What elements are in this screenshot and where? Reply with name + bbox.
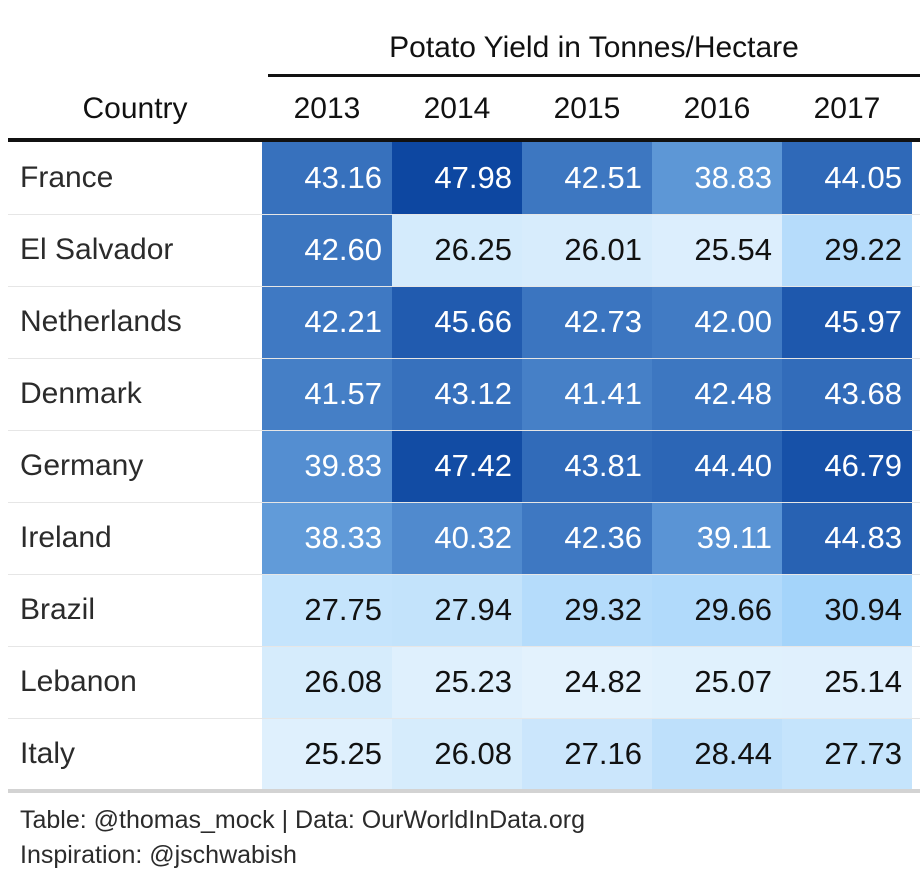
row-separator bbox=[8, 574, 920, 575]
table-row: Netherlands 42.21 45.66 42.73 42.00 45.97 bbox=[8, 286, 920, 358]
table-row: Italy 25.25 26.08 27.16 28.44 27.73 bbox=[8, 718, 920, 790]
data-cell: 38.83 bbox=[652, 142, 782, 214]
row-header-label: Country bbox=[82, 92, 188, 125]
data-cell: 44.83 bbox=[782, 502, 912, 574]
data-cell: 25.07 bbox=[652, 646, 782, 718]
table-row: Germany 39.83 47.42 43.81 44.40 46.79 bbox=[8, 430, 920, 502]
row-label: Denmark bbox=[20, 377, 142, 410]
data-cell: 27.94 bbox=[392, 574, 522, 646]
data-cell: 42.21 bbox=[262, 286, 392, 358]
header-rule bbox=[8, 138, 920, 142]
row-label: France bbox=[20, 161, 114, 194]
column-header-2014: 2014 bbox=[423, 92, 491, 125]
row-separator bbox=[8, 430, 920, 431]
row-label: Italy bbox=[20, 737, 76, 770]
data-cell: 41.41 bbox=[522, 358, 652, 430]
data-cell: 25.14 bbox=[782, 646, 912, 718]
data-cell: 42.48 bbox=[652, 358, 782, 430]
data-cell: 44.05 bbox=[782, 142, 912, 214]
row-separator bbox=[8, 718, 920, 719]
row-separator bbox=[8, 214, 920, 215]
data-cell: 29.32 bbox=[522, 574, 652, 646]
row-separator bbox=[8, 646, 920, 647]
data-cell: 43.12 bbox=[392, 358, 522, 430]
data-cell: 41.57 bbox=[262, 358, 392, 430]
spanner-label: Potato Yield in Tonnes/Hectare bbox=[389, 31, 799, 64]
data-cell: 47.42 bbox=[392, 430, 522, 502]
column-header-2013: 2013 bbox=[293, 92, 361, 125]
data-cell: 42.36 bbox=[522, 502, 652, 574]
data-cell: 27.73 bbox=[782, 718, 912, 790]
column-header-2015: 2015 bbox=[553, 92, 621, 125]
data-cell: 45.97 bbox=[782, 286, 912, 358]
row-label: Brazil bbox=[20, 593, 96, 626]
row-label: Ireland bbox=[20, 521, 112, 554]
table-row: Brazil 27.75 27.94 29.32 29.66 30.94 bbox=[8, 574, 920, 646]
data-cell: 25.23 bbox=[392, 646, 522, 718]
source-note-line-1: Table: @thomas_mock | Data: OurWorldInDa… bbox=[20, 806, 585, 834]
data-cell: 30.94 bbox=[782, 574, 912, 646]
data-cell: 42.60 bbox=[262, 214, 392, 286]
data-cell: 26.25 bbox=[392, 214, 522, 286]
data-cell: 25.54 bbox=[652, 214, 782, 286]
row-label: Netherlands bbox=[20, 305, 182, 338]
row-label: Germany bbox=[20, 449, 144, 482]
data-cell: 43.68 bbox=[782, 358, 912, 430]
bottom-rule bbox=[8, 789, 920, 793]
table-row: Ireland 38.33 40.32 42.36 39.11 44.83 bbox=[8, 502, 920, 574]
table-row: El Salvador 42.60 26.25 26.01 25.54 29.22 bbox=[8, 214, 920, 286]
data-cell: 25.25 bbox=[262, 718, 392, 790]
data-cell: 38.33 bbox=[262, 502, 392, 574]
data-cell: 24.82 bbox=[522, 646, 652, 718]
data-cell: 29.66 bbox=[652, 574, 782, 646]
row-label: Lebanon bbox=[20, 665, 137, 698]
table-row: France 43.16 47.98 42.51 38.83 44.05 bbox=[8, 142, 920, 214]
data-cell: 42.00 bbox=[652, 286, 782, 358]
data-cell: 45.66 bbox=[392, 286, 522, 358]
data-cell: 47.98 bbox=[392, 142, 522, 214]
column-header-2017: 2017 bbox=[813, 92, 881, 125]
data-cell: 28.44 bbox=[652, 718, 782, 790]
row-separator bbox=[8, 286, 920, 287]
data-cell: 42.51 bbox=[522, 142, 652, 214]
data-cell: 43.81 bbox=[522, 430, 652, 502]
column-header-2016: 2016 bbox=[683, 92, 751, 125]
table-row: Denmark 41.57 43.12 41.41 42.48 43.68 bbox=[8, 358, 920, 430]
table-row: Lebanon 26.08 25.23 24.82 25.07 25.14 bbox=[8, 646, 920, 718]
data-cell: 40.32 bbox=[392, 502, 522, 574]
source-note-line-2: Inspiration: @jschwabish bbox=[20, 841, 297, 869]
data-cell: 39.83 bbox=[262, 430, 392, 502]
data-cell: 29.22 bbox=[782, 214, 912, 286]
data-cell: 46.79 bbox=[782, 430, 912, 502]
data-cell: 44.40 bbox=[652, 430, 782, 502]
data-cell: 26.08 bbox=[262, 646, 392, 718]
data-cell: 42.73 bbox=[522, 286, 652, 358]
spanner-rule bbox=[268, 74, 920, 77]
data-cell: 39.11 bbox=[652, 502, 782, 574]
row-separator bbox=[8, 358, 920, 359]
row-label: El Salvador bbox=[20, 233, 174, 266]
data-cell: 43.16 bbox=[262, 142, 392, 214]
row-separator bbox=[8, 502, 920, 503]
data-cell: 26.01 bbox=[522, 214, 652, 286]
data-cell: 27.16 bbox=[522, 718, 652, 790]
data-cell: 27.75 bbox=[262, 574, 392, 646]
data-cell: 26.08 bbox=[392, 718, 522, 790]
